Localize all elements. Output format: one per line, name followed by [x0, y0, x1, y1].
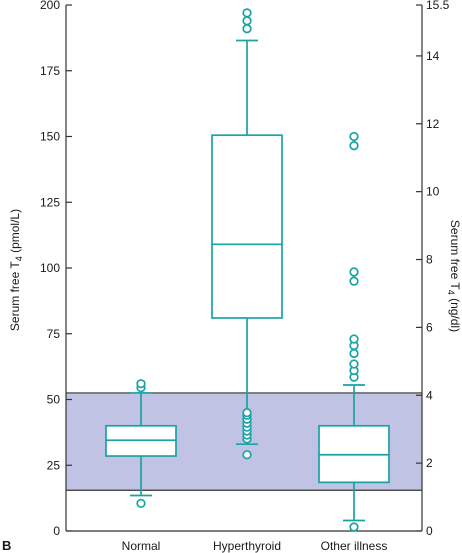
left-tick-label: 25 [47, 458, 61, 472]
category-label: Hyperthyroid [213, 539, 281, 553]
box-iqr [211, 134, 283, 319]
left-y-ticks: 0 25 50 75 100 125 150 175 200 [40, 0, 72, 538]
right-tick-label: 10 [426, 185, 440, 199]
outlier-point [349, 359, 359, 369]
outlier-point [349, 334, 359, 344]
category-label: Other illness [321, 539, 388, 553]
outlier-point [242, 24, 252, 34]
outlier-point [242, 16, 252, 26]
outlier-point [349, 522, 359, 532]
left-tick-label: 150 [40, 130, 60, 144]
outlier-point [242, 408, 252, 418]
outlier-point [349, 267, 359, 277]
outlier-point [349, 141, 359, 151]
right-y-ticks: 0 2 4 6 8 10 12 14 15.5 [416, 0, 450, 538]
right-tick-label: 12 [426, 117, 440, 131]
left-tick-label: 100 [40, 261, 60, 275]
left-tick-label: 50 [47, 393, 61, 407]
panel-label: B [2, 538, 11, 553]
box-plot-2 [211, 8, 283, 460]
outlier-point [349, 348, 359, 359]
outlier-point [242, 8, 252, 18]
box-plots [105, 8, 390, 532]
right-y-axis-title: Serum free T4 (ng/dl) [446, 220, 462, 332]
left-tick-label: 175 [40, 64, 60, 78]
outlier-point [136, 498, 146, 509]
left-tick-label: 125 [40, 195, 60, 209]
right-tick-label: 8 [426, 253, 433, 267]
category-labels: Normal Hyperthyroid Other illness [122, 539, 388, 553]
left-y-axis-title: Serum free T4 (pmol/L) [8, 209, 24, 331]
outlier-point [349, 131, 359, 142]
right-tick-label: 2 [426, 456, 433, 470]
right-tick-label: 15.5 [426, 0, 450, 12]
outlier-point [349, 276, 359, 286]
left-tick-label: 200 [40, 0, 60, 12]
left-tick-label: 75 [47, 327, 61, 341]
outlier-point [242, 450, 252, 460]
category-label: Normal [122, 539, 161, 553]
right-tick-label: 6 [426, 320, 433, 334]
right-tick-label: 4 [426, 388, 433, 402]
box-plot-3 [318, 131, 390, 532]
outlier-point [136, 379, 146, 389]
right-tick-label: 14 [426, 49, 440, 63]
left-tick-label: 0 [53, 524, 60, 538]
box-plot-1 [105, 379, 177, 509]
right-tick-label: 0 [426, 524, 433, 538]
